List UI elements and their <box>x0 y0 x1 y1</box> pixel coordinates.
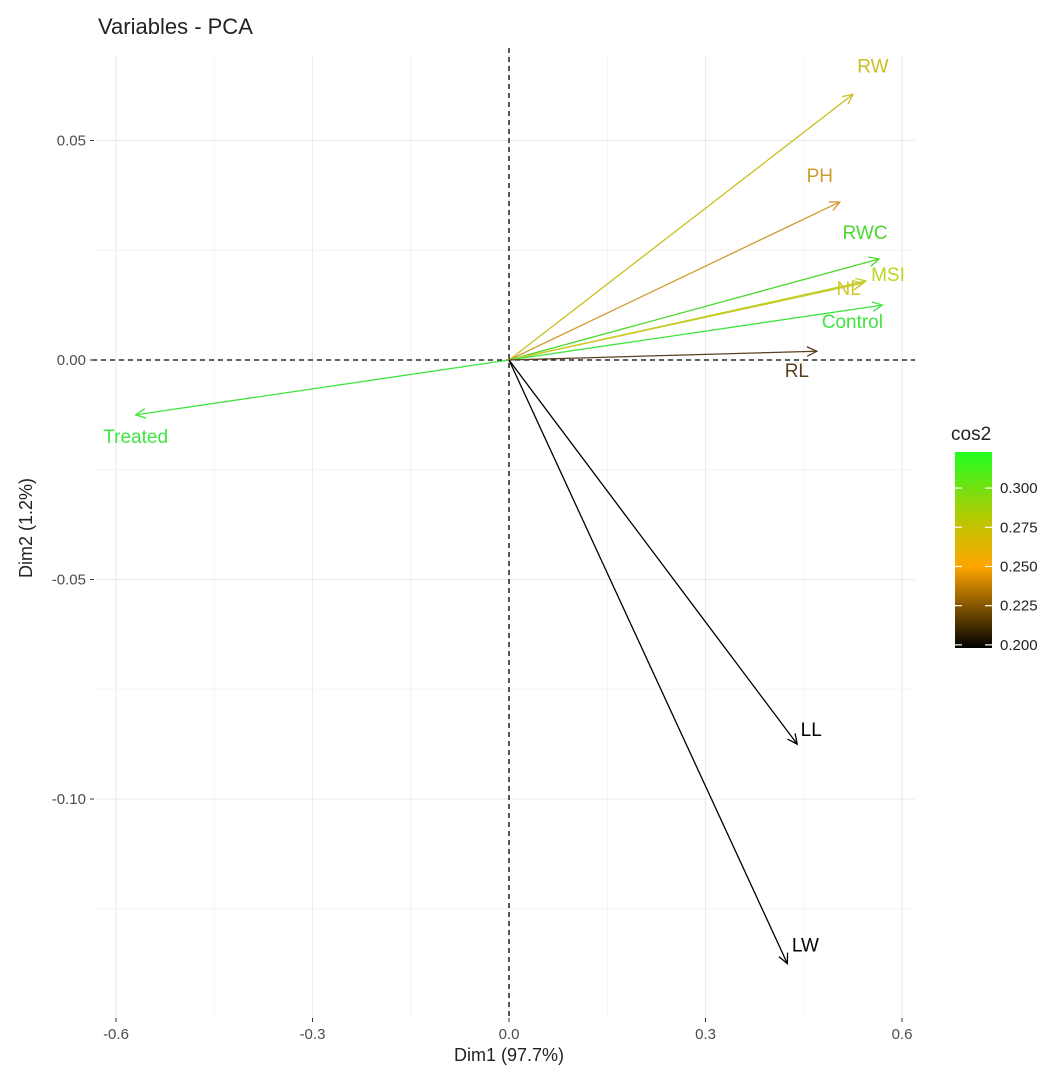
arrow-rl <box>508 350 817 361</box>
arrow-nl <box>508 282 863 361</box>
label-control: Control <box>822 312 883 333</box>
arrow-lw <box>508 359 788 964</box>
label-msi: MSI <box>871 265 905 286</box>
arrow-ph <box>508 201 841 361</box>
legend-colorbar <box>955 452 992 648</box>
arrow-rw <box>508 93 854 361</box>
arrowhead-ph <box>828 201 842 211</box>
label-lw: LW <box>792 936 819 957</box>
label-ph: PH <box>807 166 833 187</box>
label-rw: RW <box>857 56 888 77</box>
legend-tick-label: 0.300 <box>1000 480 1038 497</box>
y-tick-label: -0.10 <box>52 791 86 808</box>
x-tick-label: 0.6 <box>892 1026 913 1043</box>
cos2-legend: cos2 0.200 0.225 0.250 0.275 0.300 <box>951 424 1038 654</box>
arrowhead-treated <box>134 408 147 419</box>
arrowhead-lw <box>778 952 789 965</box>
legend-tick-label: 0.275 <box>1000 519 1038 536</box>
arrow-control <box>508 304 883 361</box>
label-rwc: RWC <box>843 223 888 244</box>
arrowhead-ll <box>787 733 799 746</box>
arrowhead-nl <box>851 279 865 291</box>
x-tick-label: 0.0 <box>499 1026 520 1043</box>
arrow-treated <box>135 359 510 416</box>
arrow-rwc <box>508 258 880 361</box>
label-rl: RL <box>785 361 809 382</box>
y-tick-label: 0.05 <box>57 133 86 150</box>
x-tick-label: 0.3 <box>695 1026 716 1043</box>
arrowhead-rwc <box>868 256 881 267</box>
chart-title: Variables - PCA <box>98 14 253 39</box>
variable-arrows <box>134 93 884 965</box>
y-axis-ticks: -0.10 -0.05 0.00 0.05 <box>52 133 94 808</box>
label-treated: Treated <box>103 427 168 448</box>
y-axis-title: Dim2 (1.2%) <box>16 478 36 578</box>
x-axis-ticks: -0.6 -0.3 0.0 0.3 0.6 <box>103 1018 912 1043</box>
x-tick-label: -0.3 <box>300 1026 326 1043</box>
arrowhead-rw <box>841 93 855 105</box>
reference-lines <box>92 48 915 1018</box>
arrowhead-control <box>871 301 884 312</box>
variable-labels: RW PH RWC MSI NL Control RL Treated LL LW <box>103 56 905 956</box>
label-nl: NL <box>837 279 861 300</box>
legend-tick-label: 0.225 <box>1000 598 1038 615</box>
legend-title: cos2 <box>951 424 991 445</box>
arrowhead-rl <box>806 346 819 357</box>
legend-tick-label: 0.250 <box>1000 558 1038 575</box>
arrow-ll <box>508 359 798 745</box>
legend-tick-label: 0.200 <box>1000 637 1038 654</box>
y-tick-label: 0.00 <box>57 352 86 369</box>
x-axis-title: Dim1 (97.7%) <box>454 1045 564 1065</box>
legend-ticks: 0.200 0.225 0.250 0.275 0.300 <box>955 480 1038 654</box>
label-ll: LL <box>801 720 822 741</box>
y-tick-label: -0.05 <box>52 572 86 589</box>
x-tick-label: -0.6 <box>103 1026 129 1043</box>
